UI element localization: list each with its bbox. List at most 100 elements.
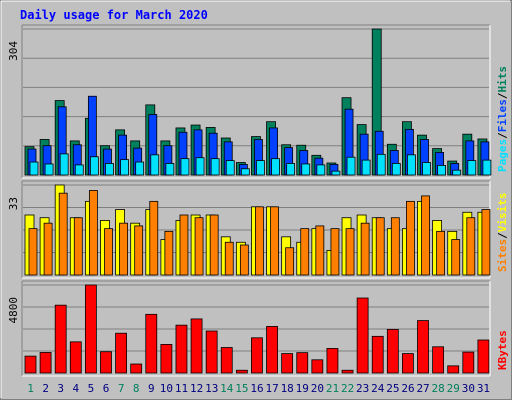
bar-kbytes	[175, 324, 188, 374]
bar-pages	[467, 160, 477, 176]
bar-sites	[330, 228, 340, 276]
bar-kbytes	[447, 365, 460, 374]
bar-kbytes	[417, 320, 429, 374]
bar-kbytes	[100, 351, 112, 374]
x-tick-label: 5	[88, 382, 95, 395]
bar-pages	[44, 163, 54, 176]
x-tick-label: 13	[205, 382, 218, 395]
bar-sites	[239, 244, 249, 276]
x-tick-label: 16	[250, 382, 263, 395]
x-tick-label: 18	[281, 382, 294, 395]
bar-sites	[104, 228, 113, 276]
bar-pages	[271, 158, 280, 176]
bar-sites	[164, 230, 174, 276]
bar-kbytes	[266, 326, 278, 374]
bar-kbytes	[477, 339, 490, 374]
bar-sites	[88, 190, 98, 276]
bar-kbytes	[24, 355, 37, 374]
bar-pages	[210, 158, 220, 176]
x-tick-label: 22	[341, 382, 354, 395]
x-tick-label: 3	[57, 382, 64, 395]
chart-panels: 304Pages/Files/Hits33Sites/Visits4800KBy…	[7, 24, 509, 377]
bar-pages	[452, 169, 462, 176]
x-tick-label: 30	[462, 382, 475, 395]
bar-pages	[437, 164, 447, 176]
bar-sites	[421, 195, 430, 276]
bar-sites	[194, 217, 204, 276]
bar-pages	[391, 163, 401, 176]
bar-pages	[301, 163, 311, 176]
bar-kbytes	[190, 318, 203, 374]
bar-pages	[407, 154, 416, 176]
x-tick-label: 17	[265, 382, 278, 395]
bar-kbytes	[54, 304, 67, 374]
bar-sites	[345, 228, 355, 276]
x-tick-label: 12	[190, 382, 203, 395]
bar-kbytes	[145, 313, 158, 374]
chart-title: Daily usage for March 2020	[20, 8, 208, 22]
bar-pages	[135, 161, 145, 176]
bar-sites	[43, 222, 53, 276]
bar-sites	[436, 230, 446, 276]
bar-pages	[376, 153, 386, 176]
bar-sites	[58, 192, 68, 276]
bar-pages	[195, 157, 205, 176]
bar-kbytes	[296, 352, 309, 374]
bar-kbytes	[281, 353, 294, 374]
x-tick-label: 11	[175, 382, 188, 395]
legend-kbytes-item: KBytes	[496, 330, 509, 370]
x-tick-label: 2	[42, 382, 49, 395]
bar-kbytes	[130, 363, 143, 374]
bar-kbytes	[205, 330, 218, 374]
bar-kbytes	[39, 352, 52, 374]
bar-kbytes	[341, 369, 354, 374]
bar-pages	[256, 160, 265, 176]
bar-sites	[179, 214, 189, 276]
bar-sites	[481, 209, 491, 276]
x-axis-labels: 1 2 3 4 5 6 7 8 9 10 11 12 13 14 15 16 17 18 19 20 21 22 23 24 2…	[27, 382, 490, 395]
bar-sites	[360, 222, 370, 276]
bar-kbytes	[386, 328, 399, 374]
x-tick-label: 9	[148, 382, 155, 395]
bar-pages	[165, 163, 175, 176]
bar-sites	[119, 222, 128, 276]
x-tick-label: 25	[386, 382, 399, 395]
bar-kbytes	[432, 346, 445, 374]
bar-pages	[422, 162, 431, 176]
bar-kbytes	[84, 284, 97, 374]
bar-sites	[73, 217, 83, 276]
bar-pages	[29, 161, 39, 176]
bar-pages	[59, 153, 69, 176]
legend-sites-visits-item: Visits	[496, 193, 509, 233]
bar-kbytes	[69, 341, 82, 374]
y-max-label: 33	[7, 197, 20, 210]
bar-pages	[331, 170, 341, 176]
x-tick-label: 20	[311, 382, 324, 395]
x-tick-label: 15	[235, 382, 248, 395]
y-max-label: 4800	[7, 297, 20, 324]
legend-sites-visits-separator: /	[496, 232, 509, 239]
bar-kbytes	[251, 337, 263, 374]
x-tick-label: 19	[296, 382, 309, 395]
bar-sites	[390, 217, 400, 276]
bar-kbytes	[220, 347, 233, 374]
bar-kbytes	[115, 332, 127, 374]
bar-sites	[209, 214, 219, 276]
legend-hits-files-pages-separator: /	[496, 132, 509, 139]
legend-hits-files-pages-item: Hits	[496, 66, 509, 93]
x-tick-label: 26	[401, 382, 414, 395]
bar-pages	[240, 168, 250, 176]
bar-sites	[451, 239, 461, 276]
x-tick-label: 14	[220, 382, 234, 395]
bar-pages	[150, 154, 160, 176]
bar-sites	[134, 225, 144, 276]
panel-kbytes: 4800 KBytes	[7, 280, 509, 377]
x-tick-label: 4	[73, 382, 80, 395]
legend-kbytes: KBytes	[496, 330, 509, 370]
bar-sites	[270, 206, 279, 276]
bar-kbytes	[311, 359, 324, 374]
legend-sites-visits: Sites/Visits	[496, 193, 509, 273]
